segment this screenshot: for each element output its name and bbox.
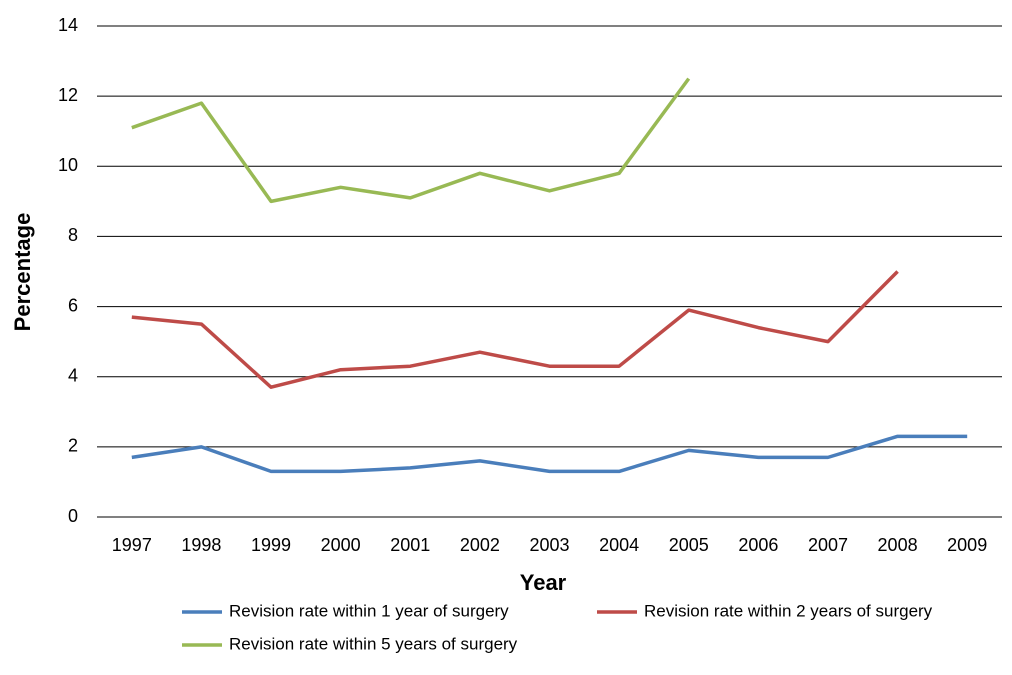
- x-tick-label: 1998: [181, 535, 221, 555]
- x-tick-label: 2009: [947, 535, 987, 555]
- y-tick-label: 14: [58, 15, 78, 35]
- x-tick-label: 2003: [529, 535, 569, 555]
- x-tick-label: 2004: [599, 535, 639, 555]
- legend-label: Revision rate within 5 years of surgery: [229, 634, 518, 653]
- series-line: [131, 434, 968, 474]
- y-tick-label: 0: [68, 506, 78, 526]
- x-tick-label: 2008: [878, 535, 918, 555]
- x-axis-title: Year: [520, 570, 567, 595]
- y-tick-label: 4: [68, 365, 78, 385]
- x-tick-label: 2005: [669, 535, 709, 555]
- y-tick-label: 10: [58, 155, 78, 175]
- x-tick-label: 2000: [321, 535, 361, 555]
- x-tick-label: 1997: [112, 535, 152, 555]
- y-tick-label: 8: [68, 225, 78, 245]
- x-tick-label: 2001: [390, 535, 430, 555]
- series-line: [131, 270, 899, 389]
- y-tick-label: 6: [68, 295, 78, 315]
- y-axis-title: Percentage: [10, 213, 35, 332]
- y-tick-label: 12: [58, 85, 78, 105]
- x-tick-label: 2007: [808, 535, 848, 555]
- legend-label: Revision rate within 2 years of surgery: [644, 601, 933, 620]
- x-tick-label: 1999: [251, 535, 291, 555]
- x-tick-label: 2006: [738, 535, 778, 555]
- series-line: [131, 77, 691, 204]
- y-tick-label: 2: [68, 436, 78, 456]
- legend-label: Revision rate within 1 year of surgery: [229, 601, 509, 620]
- x-tick-label: 2002: [460, 535, 500, 555]
